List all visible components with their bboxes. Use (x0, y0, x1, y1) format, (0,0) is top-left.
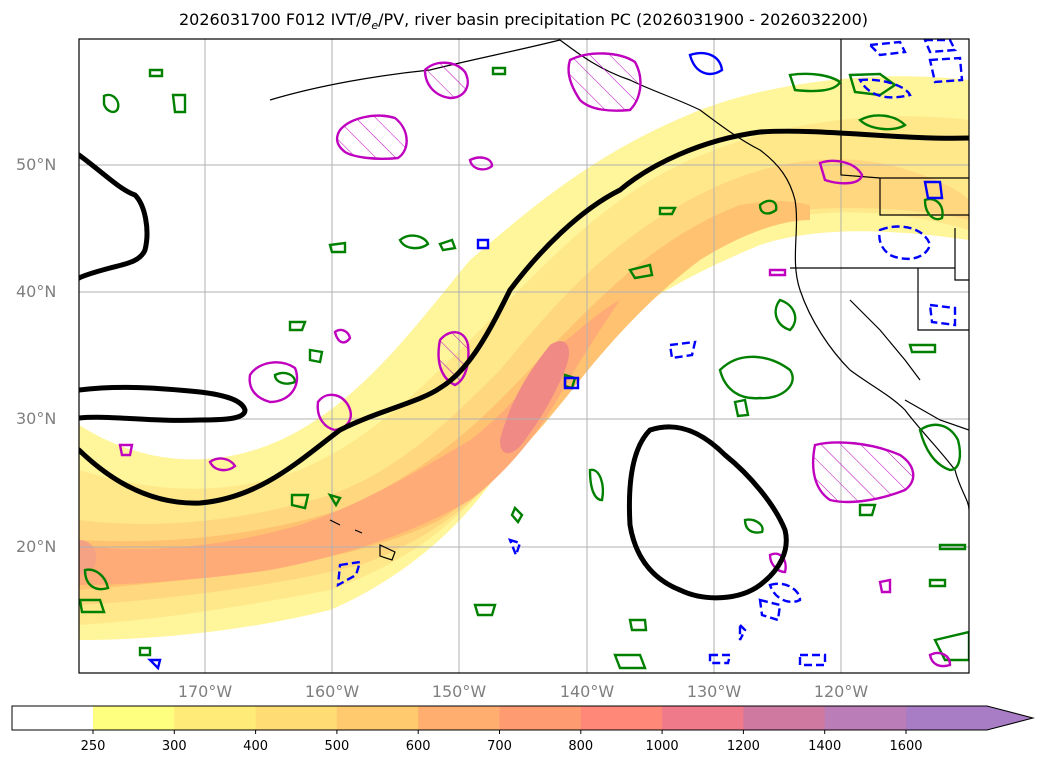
title-text-after: /PV, river basin precipitation PC (20260… (378, 10, 869, 29)
map-plot-area (79, 39, 969, 673)
colorbar-swatch (336, 706, 419, 730)
precip-regions (118, 52, 952, 668)
lon-label-150w: 150°W (431, 682, 487, 701)
lat-label-30n: 30°N (16, 409, 57, 428)
colorbar-swatch (418, 706, 500, 730)
colorbar-under (12, 706, 93, 730)
lon-label-160w: 160°W (304, 682, 360, 701)
colorbar-tick-label: 600 (405, 739, 431, 754)
colorbar-swatch (255, 706, 338, 730)
ivt-band-800 (500, 341, 570, 454)
colorbar-swatch (93, 706, 175, 730)
lon-label-120w: 120°W (813, 682, 869, 701)
colorbar-swatch (580, 706, 663, 730)
colorbar-swatch (824, 706, 907, 730)
ivt-band-500 (79, 201, 810, 590)
lon-label-140w: 140°W (559, 682, 615, 701)
colorbar-tick-label: 250 (80, 739, 106, 754)
colorbar-tick-label: 300 (161, 739, 187, 754)
colorbar-tick-label: 500 (324, 739, 350, 754)
colorbar-tick-label: 400 (243, 739, 268, 754)
colorbar-swatch (174, 706, 257, 730)
colorbar-tick-label: 1600 (889, 739, 923, 754)
colorbar-extend-arrow (987, 706, 1033, 730)
colorbar-outline (11, 705, 1035, 731)
theta-e-contours-blue-solid (147, 51, 944, 671)
pv-contours (79, 128, 969, 601)
title-theta: θ (361, 10, 372, 29)
colorbar (11, 705, 1035, 734)
title-text-before: 2026031700 F012 IVT/ (178, 10, 362, 29)
map-title: 2026031700 F012 IVT/θe/PV, river basin p… (0, 10, 1047, 32)
map-frame (78, 38, 970, 674)
theta-e-contours-blue (336, 39, 964, 667)
ivt-band-800-west (79, 540, 97, 575)
colorbar-swatch (499, 706, 582, 730)
lat-label-20n: 20°N (16, 537, 57, 556)
colorbar-tick-label: 1000 (645, 739, 679, 754)
lon-label-170w: 170°W (177, 682, 233, 701)
colorbar-tick-label: 1200 (726, 739, 760, 754)
lat-label-50n: 50°N (16, 155, 57, 174)
lon-label-130w: 130°W (686, 682, 742, 701)
colorbar-tick-label: 800 (568, 739, 594, 754)
title-theta-subscript: e (371, 19, 379, 33)
lat-label-40n: 40°N (16, 282, 57, 301)
colorbar-swatch (662, 706, 744, 730)
theta-e-contours-green (79, 66, 969, 670)
colorbar-tick-label: 700 (487, 739, 512, 754)
colorbar-tick-label: 1400 (808, 739, 842, 754)
colorbar-swatch (906, 706, 988, 730)
colorbar-swatch (743, 706, 826, 730)
